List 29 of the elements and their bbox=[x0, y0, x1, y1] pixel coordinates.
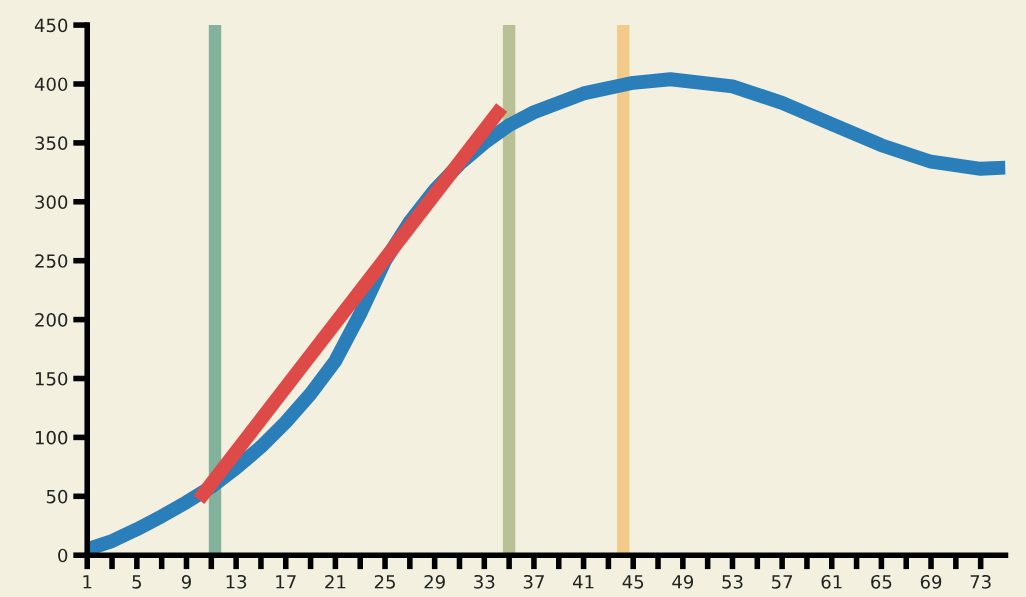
x-tick-label: 57 bbox=[772, 575, 793, 589]
y-tick-label: 100 bbox=[35, 430, 68, 445]
x-tick-label: 17 bbox=[276, 575, 296, 589]
x-tick-label: 53 bbox=[722, 574, 743, 589]
x-tick-label: 37 bbox=[523, 574, 544, 589]
x-tick-label: 21 bbox=[325, 574, 346, 589]
y-tick-label: 0 bbox=[58, 548, 68, 563]
x-tick-label: 69 bbox=[920, 574, 942, 589]
y-tick-label: 150 bbox=[35, 371, 68, 386]
x-tick-label: 13 bbox=[226, 574, 247, 589]
x-tick-label: 33 bbox=[474, 574, 495, 589]
x-tick-label: 45 bbox=[622, 575, 644, 589]
y-tick-label: 50 bbox=[46, 489, 68, 504]
x-tick-label: 5 bbox=[132, 575, 142, 589]
y-tick-label: 400 bbox=[34, 77, 68, 92]
y-tick-label: 200 bbox=[35, 313, 68, 327]
x-tick-label: 41 bbox=[572, 575, 594, 589]
x-tick-label: 73 bbox=[970, 574, 991, 589]
y-tick-label: 250 bbox=[35, 254, 68, 268]
x-tick-label: 25 bbox=[374, 574, 395, 589]
y-tick-label: 350 bbox=[35, 136, 68, 150]
y-tick-label: 450 bbox=[34, 18, 68, 33]
x-tick-label: 65 bbox=[871, 574, 892, 589]
x-tick-label: 49 bbox=[672, 574, 694, 589]
x-tick-label: 29 bbox=[424, 574, 445, 589]
y-tick-label: 300 bbox=[35, 195, 68, 209]
x-tick-label: 9 bbox=[181, 574, 191, 589]
x-tick-label: 61 bbox=[821, 574, 842, 589]
x-tick-label: 1 bbox=[83, 575, 92, 589]
